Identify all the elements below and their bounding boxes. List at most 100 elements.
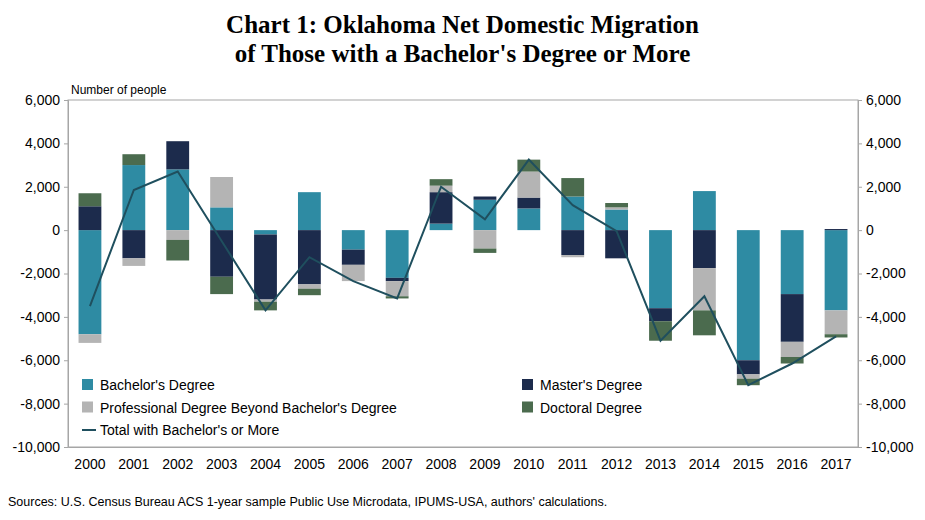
- tick: -8,000: [20, 396, 68, 412]
- tick: -8,000: [858, 396, 906, 412]
- y-axis: -10,000-8,000-6,000-4,000-2,00002,0004,0…: [13, 92, 69, 455]
- bar: [825, 310, 848, 334]
- bar: [298, 192, 321, 230]
- tick: 2011: [558, 447, 588, 472]
- tick-label: -8,000: [20, 396, 60, 412]
- tick-mark: [64, 404, 68, 405]
- tick-mark: [64, 143, 68, 144]
- tick-label: 2001: [118, 456, 149, 472]
- bar: [79, 334, 102, 343]
- bar: [122, 230, 145, 258]
- tick-label: 2005: [294, 456, 325, 472]
- bar: [342, 265, 365, 281]
- tick-label: -10,000: [866, 439, 914, 455]
- tick-label: -8,000: [866, 396, 906, 412]
- tick: 2,000: [25, 179, 68, 195]
- bar: [737, 230, 760, 360]
- tick-mark: [858, 360, 862, 361]
- tick-mark: [64, 360, 68, 361]
- bar: [254, 230, 277, 234]
- bar: [122, 165, 145, 230]
- bar: [605, 230, 628, 258]
- bar: [342, 230, 365, 231]
- legend: Bachelor's DegreeMaster's DegreeProfessi…: [82, 377, 642, 438]
- bar: [298, 289, 321, 296]
- tick-label: 2002: [162, 456, 193, 472]
- tick: -4,000: [20, 309, 68, 325]
- tick: 2005: [294, 447, 325, 472]
- tick-label: 2,000: [25, 179, 60, 195]
- bar: [254, 234, 277, 299]
- chart: Chart 1: Oklahoma Net Domestic Migration…: [0, 0, 925, 520]
- bar: [605, 203, 628, 207]
- tick: 2,000: [858, 179, 901, 195]
- tick-label: 2014: [689, 456, 720, 472]
- tick-label: 2016: [777, 456, 808, 472]
- bar: [474, 200, 497, 230]
- bar: [386, 230, 409, 278]
- tick-label: -4,000: [866, 309, 906, 325]
- bar: [122, 258, 145, 266]
- tick: 2000: [74, 447, 105, 472]
- tick: 2015: [733, 447, 764, 472]
- tick-mark: [64, 187, 68, 188]
- bar: [474, 249, 497, 253]
- bar: [561, 197, 584, 231]
- tick-label: 0: [866, 222, 874, 238]
- tick-label: 2011: [558, 456, 588, 472]
- tick-label: -2,000: [20, 265, 60, 281]
- plot-area: [79, 141, 848, 385]
- tick-label: -6,000: [866, 352, 906, 368]
- line: [90, 160, 836, 386]
- bar-series: [79, 165, 848, 360]
- bar: [342, 230, 365, 250]
- tick-mark: [858, 404, 862, 405]
- legend-swatch: [522, 402, 533, 413]
- source: Sources: U.S. Census Bureau ACS 1-year s…: [8, 495, 607, 509]
- bar: [79, 206, 102, 230]
- bar: [474, 197, 497, 200]
- tick-mark: [64, 317, 68, 318]
- legend-label: Master's Degree: [540, 377, 642, 393]
- tick-label: 2012: [601, 456, 632, 472]
- tick-label: -6,000: [20, 352, 60, 368]
- tick-label: -4,000: [20, 309, 60, 325]
- tick-label: 2004: [250, 456, 281, 472]
- tick: 4,000: [25, 135, 68, 151]
- axis-line: [64, 101, 69, 448]
- bar: [825, 229, 848, 230]
- legend-swatch: [82, 379, 93, 390]
- tick: 2009: [469, 447, 500, 472]
- bar: [386, 281, 409, 296]
- bar: [781, 342, 804, 357]
- tick: 2002: [162, 447, 193, 472]
- bar: [649, 230, 672, 308]
- tick: 6,000: [25, 92, 68, 108]
- tick: -6,000: [858, 352, 906, 368]
- y-axis-label: Number of people: [71, 83, 167, 97]
- tick: 2007: [382, 447, 413, 472]
- tick: 2014: [689, 447, 720, 472]
- tick-mark: [858, 100, 862, 101]
- tick-label: 6,000: [25, 92, 60, 108]
- tick-label: 0: [52, 222, 60, 238]
- tick: 2008: [425, 447, 456, 472]
- tick-label: 6,000: [866, 92, 901, 108]
- tick: 2012: [601, 447, 632, 472]
- bar: [430, 179, 453, 186]
- bar: [781, 230, 804, 294]
- tick-mark: [858, 274, 862, 275]
- tick-label: 2008: [425, 456, 456, 472]
- tick-mark: [858, 187, 862, 188]
- tick-mark: [64, 100, 68, 101]
- tick-label: -2,000: [866, 265, 906, 281]
- tick: -6,000: [20, 352, 68, 368]
- tick: 2004: [250, 447, 281, 472]
- bar-series: [79, 141, 848, 374]
- tick: 2016: [777, 447, 808, 472]
- tick: 2006: [338, 447, 369, 472]
- plot-frame: [68, 100, 858, 447]
- tick-mark: [858, 447, 862, 448]
- tick-label: 4,000: [25, 135, 60, 151]
- bar: [649, 321, 672, 341]
